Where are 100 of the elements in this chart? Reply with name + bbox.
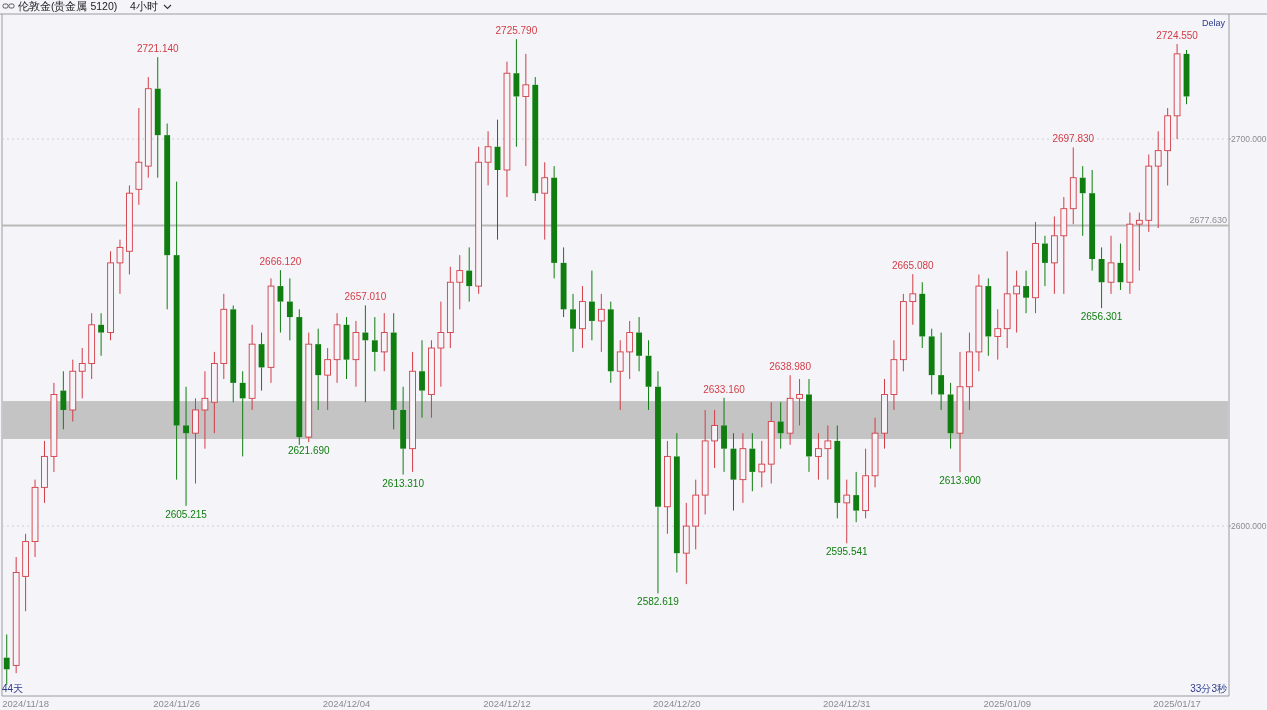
- candlestick: [560, 246, 567, 318]
- y-tick-label: 2700.000: [1231, 134, 1267, 144]
- candlestick: [1126, 212, 1134, 295]
- candlestick: [881, 378, 888, 450]
- candlestick: [994, 308, 1002, 361]
- candlestick: [721, 397, 727, 473]
- candlestick: [673, 432, 680, 574]
- candlestick: [541, 161, 549, 241]
- candlestick: [909, 273, 917, 326]
- candlestick: [324, 347, 331, 411]
- annotation: 2724.550: [1156, 30, 1199, 41]
- candlestick: [456, 254, 464, 310]
- candlestick: [1069, 146, 1077, 225]
- candlestick: [41, 440, 48, 504]
- candlestick: [1107, 235, 1115, 295]
- candlestick: [98, 312, 105, 357]
- candlestick: [1154, 130, 1162, 229]
- candlestick: [513, 38, 520, 148]
- candlestick: [69, 359, 77, 423]
- candlestick: [1079, 165, 1086, 237]
- ref-line-label: 2677.630: [1189, 214, 1227, 225]
- candlestick: [938, 332, 945, 411]
- candlestick: [60, 370, 67, 430]
- candlestick: [767, 401, 775, 484]
- annotation: 2633.160: [703, 383, 746, 395]
- candlestick: [419, 339, 425, 419]
- candlestick: [834, 424, 841, 519]
- candlestick: [806, 378, 812, 473]
- x-tick-label: 2024/12/04: [322, 698, 371, 709]
- candlestick: [1060, 196, 1068, 295]
- candlestick: [522, 53, 530, 167]
- candlestick: [824, 424, 832, 481]
- annotation: 2621.690: [287, 445, 331, 457]
- candlestick: [267, 277, 275, 384]
- candlestick: [116, 239, 124, 295]
- candlestick: [484, 130, 492, 186]
- candlestick: [616, 339, 624, 411]
- candlestick: [815, 432, 822, 481]
- x-tick-label: 2024/12/12: [483, 698, 531, 709]
- candlestick: [890, 339, 898, 411]
- candlestick: [597, 293, 605, 353]
- candlestick: [1042, 235, 1048, 287]
- annotation: 2725.790: [495, 25, 538, 37]
- candlestick: [380, 312, 388, 372]
- chart-subtitle: 4小时: [130, 0, 158, 12]
- candlestick: [466, 246, 473, 303]
- candlestick: [1003, 250, 1011, 349]
- candlestick: [985, 277, 992, 357]
- annotation: 44天: [2, 683, 24, 694]
- candlestick: [956, 351, 964, 473]
- candlestick: [239, 370, 246, 457]
- candlestick: [286, 277, 293, 341]
- candlestick: [853, 471, 860, 523]
- annotation: 2605.215: [165, 508, 208, 520]
- annotation: 2666.120: [259, 256, 302, 268]
- candlestick: [579, 285, 586, 349]
- annotation: Delay: [1201, 18, 1226, 28]
- candlestick: [164, 123, 171, 310]
- candlestick: [739, 432, 747, 504]
- x-tick-label: 2024/11/26: [153, 698, 201, 709]
- candlestick: [333, 312, 341, 384]
- y-tick-label: 2600.000: [1231, 521, 1267, 532]
- candlestick: [362, 304, 369, 403]
- candlestick: [390, 312, 397, 430]
- candlestick: [919, 281, 926, 349]
- candlestick: [1098, 246, 1105, 309]
- candlestick: [126, 184, 133, 275]
- candlestick: [796, 378, 803, 426]
- candlestick: [551, 165, 558, 279]
- annotation: 2582.619: [637, 596, 680, 608]
- candlestick: [503, 61, 511, 198]
- x-tick-label: 2024/12/31: [822, 698, 871, 709]
- annotation: 2656.301: [1080, 311, 1123, 323]
- annotation: 2613.900: [939, 475, 982, 487]
- candlestick: [220, 293, 228, 380]
- candlestick: [626, 320, 634, 380]
- candlestick: [975, 273, 983, 372]
- annotation: 33分3秒: [1190, 683, 1227, 694]
- annotation: 2657.010: [344, 291, 387, 303]
- candlestick: [664, 440, 671, 535]
- annotation: 2613.310: [382, 477, 425, 489]
- candlestick: [352, 320, 360, 388]
- annotation: 2665.080: [891, 260, 935, 272]
- candlestick: [1089, 169, 1096, 272]
- x-tick-label: 2024/11/18: [2, 698, 50, 709]
- x-tick-label: 2025/01/09: [983, 698, 1031, 709]
- candlestick: [843, 479, 851, 544]
- chart-title: 伦敦金(贵金属 5120): [18, 0, 118, 12]
- candlestick: [144, 76, 152, 179]
- candlestick: [682, 502, 690, 585]
- candlestick: [1051, 215, 1058, 295]
- candlestick: [1032, 221, 1039, 314]
- candlestick: [409, 351, 416, 473]
- candlestick: [871, 417, 879, 488]
- candlestick: [31, 479, 39, 558]
- x-tick-label: 2024/12/20: [653, 698, 701, 709]
- candlestick: [154, 56, 161, 179]
- candlestick: [50, 382, 58, 473]
- candlestick: [315, 328, 322, 411]
- candlestick: [135, 107, 143, 206]
